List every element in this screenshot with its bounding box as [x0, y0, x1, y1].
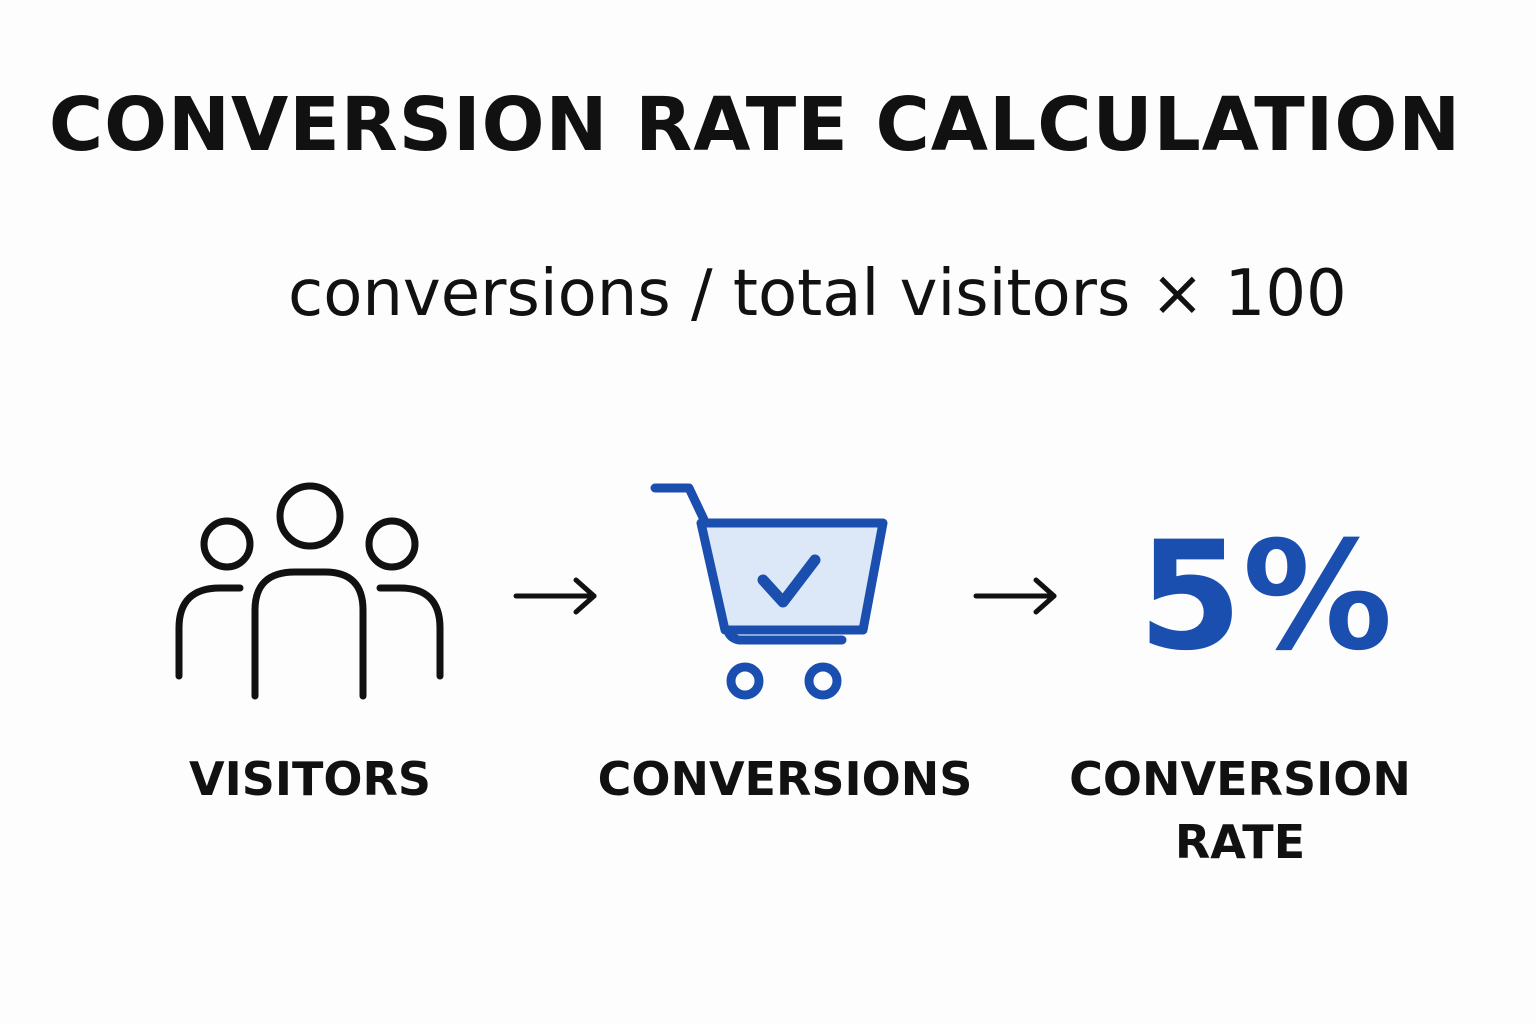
diagram-title: CONVERSION RATE CALCULATION — [48, 82, 1462, 168]
formula-text: conversions / total visitors × 100 — [288, 257, 1347, 331]
right-arrow-icon — [513, 577, 597, 615]
conversion-rate-label: CONVERSION RATE — [1069, 752, 1411, 870]
visitors-label: VISITORS — [189, 752, 431, 806]
people-group-icon — [175, 482, 444, 700]
right-arrow-icon — [973, 577, 1057, 615]
shopping-cart-check-icon — [650, 483, 888, 700]
conversions-label: CONVERSIONS — [597, 752, 973, 806]
conversion-rate-value: 5% — [1138, 510, 1393, 684]
